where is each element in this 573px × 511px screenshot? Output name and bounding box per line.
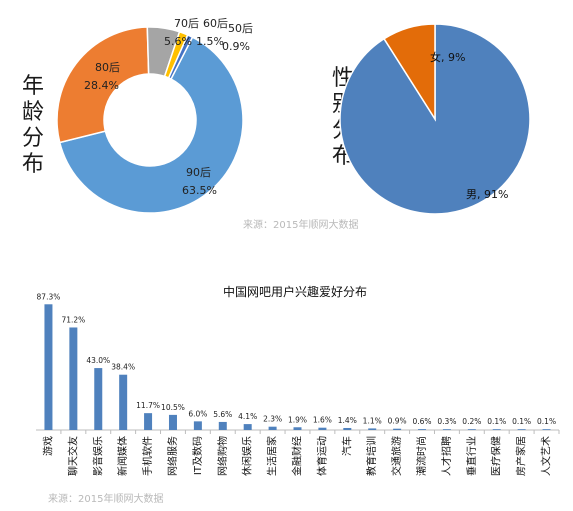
bar-value-label: 1.9%	[288, 415, 307, 424]
source-note-bottom: 来源：2015年顺网大数据	[48, 494, 164, 505]
bar-category-label: 体育运动	[315, 436, 328, 476]
bar-value-label: 2.3%	[263, 415, 282, 424]
bar-category-label: 房产家居	[515, 436, 528, 476]
age-label-percent: 1.5%	[196, 35, 224, 48]
bar-19	[517, 429, 526, 430]
bar-8	[243, 424, 252, 430]
age-label-percent: 28.4%	[84, 79, 119, 92]
bar-category-label: 教育培训	[365, 436, 378, 476]
gender-slice-female	[383, 23, 436, 122]
bar-17	[467, 429, 476, 430]
bar-category-label: 人文艺术	[540, 436, 553, 476]
bar-14	[393, 428, 402, 430]
bar-3	[119, 374, 128, 430]
bar-11	[318, 427, 327, 430]
bar-13	[368, 428, 377, 430]
bar-value-label: 0.6%	[412, 417, 431, 426]
bar-0	[44, 304, 53, 430]
bar-value-label: 0.2%	[462, 417, 481, 426]
bar-category-label: 垂直行业	[465, 436, 478, 476]
bar-category-label: 汽车	[340, 436, 353, 456]
age-title-char: 龄	[21, 100, 44, 125]
bar-category-label: 生活居家	[266, 436, 279, 476]
bar-category-label: 新闻媒体	[116, 436, 129, 476]
age-label-percent: 5.6%	[164, 35, 192, 48]
gender-label-female: 女, 9%	[430, 50, 465, 64]
interest-bar-chart: 中国网吧用户兴趣爱好分布 87.3% 游戏 71.2% 聊天交友 43.0% 影音娱乐 38.…	[36, 284, 560, 476]
bar-4	[144, 413, 153, 430]
bar-value-label: 1.6%	[313, 416, 332, 425]
bar-6	[193, 421, 202, 430]
bar-9	[268, 426, 277, 430]
bar-10	[293, 427, 302, 430]
bar-value-label: 0.3%	[437, 417, 456, 426]
bar-category-label: 网络购物	[216, 436, 229, 476]
bar-category-label: 游戏	[41, 436, 54, 456]
age-slice-4	[167, 33, 194, 81]
bar-value-label: 0.1%	[512, 417, 531, 426]
bar-category-label: 网络服务	[166, 436, 179, 476]
bar-value-label: 71.2%	[61, 315, 85, 324]
bar-category-label: 交通旅游	[390, 436, 403, 476]
bar-value-label: 1.1%	[363, 416, 382, 425]
bar-category-label: IT及数码	[191, 436, 204, 475]
bar-value-label: 0.1%	[487, 417, 506, 426]
age-label-percent: 0.9%	[222, 40, 250, 53]
bar-18	[492, 429, 501, 430]
bar-12	[343, 427, 352, 430]
gender-pie-chart: 男, 91% 女, 9%	[339, 23, 531, 215]
bar-chart-title: 中国网吧用户兴趣爱好分布	[223, 284, 367, 299]
bar-category-label: 手机软件	[141, 436, 154, 476]
age-label-category: 80后	[95, 61, 120, 74]
bar-2	[94, 368, 103, 430]
age-title-char: 年	[21, 74, 44, 99]
bar-value-label: 1.4%	[338, 416, 357, 425]
bar-value-label: 10.5%	[161, 403, 185, 412]
bar-category-label: 休闲娱乐	[241, 436, 254, 476]
bar-category-label: 金融财经	[291, 436, 304, 476]
age-label-category: 90后	[186, 166, 211, 179]
bar-category-label: 聊天交友	[66, 436, 79, 476]
age-label-percent: 63.5%	[182, 184, 217, 197]
bar-category-label: 潮流时尚	[415, 436, 428, 476]
bar-value-label: 0.1%	[537, 417, 556, 426]
bar-category-label: 医疗保健	[490, 436, 503, 476]
bar-16	[442, 429, 451, 430]
bar-value-label: 6.0%	[188, 409, 207, 418]
source-note-top: 来源：2015年顺网大数据	[243, 220, 359, 231]
bar-15	[418, 429, 427, 430]
age-slice-0	[58, 36, 244, 214]
bar-value-label: 43.0%	[86, 356, 110, 365]
bar-7	[218, 421, 227, 430]
bar-value-label: 0.9%	[388, 417, 407, 426]
age-chart-title: 年龄分布	[20, 74, 46, 178]
bar-20	[542, 429, 551, 430]
bar-category-label: 人才招聘	[440, 436, 453, 476]
age-label-category: 50后	[228, 22, 253, 35]
bar-1	[69, 327, 78, 430]
age-label-category: 70后	[174, 17, 199, 30]
bar-category-label: 影音娱乐	[91, 436, 104, 476]
age-donut-chart: 90后 63.5% 80后 28.4% 70后 5.6% 60后 1.5% 50后 0.9%	[56, 17, 253, 214]
age-label-category: 60后	[203, 17, 228, 30]
bar-value-label: 5.6%	[213, 410, 232, 419]
bar-5	[168, 414, 177, 430]
bar-value-label: 87.3%	[37, 292, 61, 301]
age-title-char: 分	[21, 126, 44, 151]
age-slice-1	[56, 26, 150, 144]
bar-value-label: 38.4%	[111, 363, 135, 372]
bar-value-label: 11.7%	[136, 401, 160, 410]
bar-value-label: 4.1%	[238, 412, 257, 421]
gender-label-male: 男, 91%	[466, 188, 508, 201]
age-title-char: 布	[21, 152, 44, 177]
